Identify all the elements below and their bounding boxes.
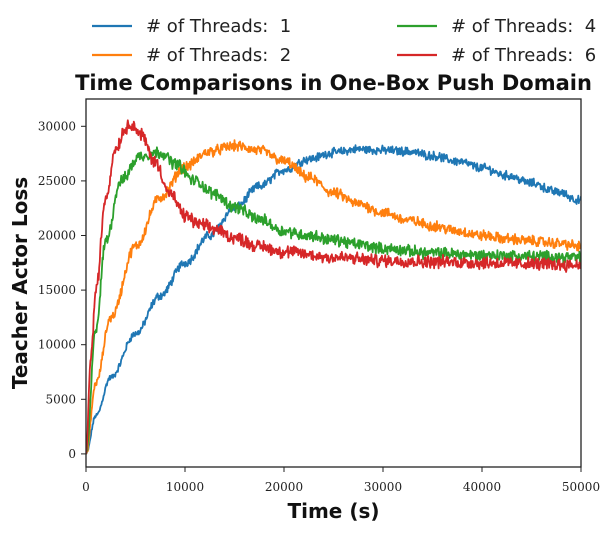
x-tick-label: 10000 bbox=[166, 480, 204, 494]
legend-label: # of Threads: 6 bbox=[451, 45, 596, 66]
x-tick-label: 20000 bbox=[265, 480, 303, 494]
y-tick-label: 0 bbox=[68, 447, 76, 461]
x-tick-label: 50000 bbox=[562, 480, 600, 494]
plot-frame bbox=[85, 98, 582, 468]
y-tick-label: 20000 bbox=[38, 228, 76, 242]
legend-item-3: # of Threads: 4 bbox=[397, 16, 596, 37]
legend: # of Threads: 1 # of Threads: 2 # of Threa… bbox=[92, 16, 596, 66]
x-tick-label: 0 bbox=[82, 480, 90, 494]
legend-label: # of Threads: 1 bbox=[146, 16, 291, 37]
series-line-4 bbox=[86, 119, 581, 455]
y-tick-label: 15000 bbox=[38, 283, 76, 297]
y-tick-label: 30000 bbox=[38, 119, 76, 133]
legend-item-4: # of Threads: 6 bbox=[397, 45, 596, 66]
series-line-1 bbox=[86, 144, 581, 455]
y-tick-label: 25000 bbox=[38, 174, 76, 188]
chart-title: Time Comparisons in One-Box Push Domain bbox=[75, 71, 592, 95]
legend-label: # of Threads: 4 bbox=[451, 16, 596, 37]
x-axis-label: Time (s) bbox=[287, 499, 379, 523]
legend-item-1: # of Threads: 1 bbox=[92, 16, 291, 37]
series-line-3 bbox=[86, 146, 581, 455]
x-tick-label: 30000 bbox=[364, 480, 402, 494]
legend-item-2: # of Threads: 2 bbox=[92, 45, 291, 66]
y-tick-label: 10000 bbox=[38, 338, 76, 352]
y-axis-label: Teacher Actor Loss bbox=[8, 177, 32, 389]
x-tick-label: 40000 bbox=[463, 480, 501, 494]
legend-label: # of Threads: 2 bbox=[146, 45, 291, 66]
x-axis: 0 10000 20000 30000 40000 50000 bbox=[82, 467, 600, 494]
series-layer bbox=[86, 119, 581, 455]
y-axis: 0 5000 10000 15000 20000 25000 30000 bbox=[38, 119, 86, 461]
y-tick-label: 5000 bbox=[45, 392, 76, 406]
